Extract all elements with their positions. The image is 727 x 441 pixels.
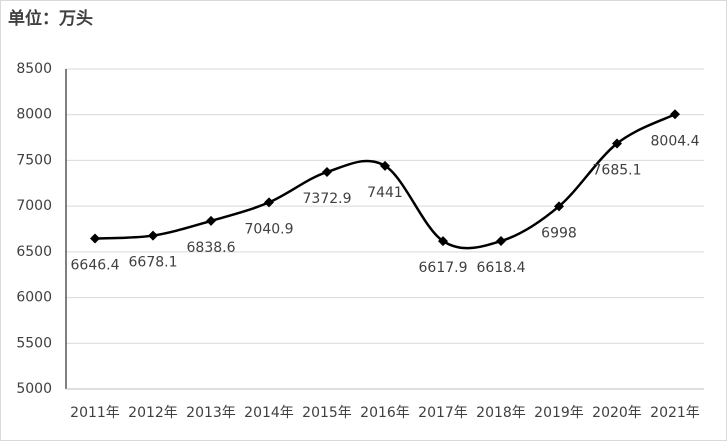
x-tick-label: 2018年 bbox=[476, 405, 526, 421]
data-label: 8004.4 bbox=[651, 133, 700, 149]
marker bbox=[670, 109, 680, 120]
x-tick-label: 2016年 bbox=[360, 405, 410, 421]
y-tick-label: 6000 bbox=[16, 290, 52, 306]
y-tick-label: 5500 bbox=[16, 335, 52, 351]
marker bbox=[612, 138, 622, 149]
marker bbox=[90, 233, 100, 244]
marker bbox=[380, 160, 390, 171]
x-tick-label: 2013年 bbox=[186, 405, 236, 421]
x-tick-label: 2019年 bbox=[534, 405, 584, 421]
y-tick-label: 6500 bbox=[16, 244, 52, 260]
x-tick-label: 2014年 bbox=[244, 405, 294, 421]
data-label: 7441 bbox=[367, 185, 403, 201]
data-label: 6678.1 bbox=[129, 255, 178, 271]
x-tick-label: 2011年 bbox=[70, 405, 120, 421]
data-label: 7685.1 bbox=[593, 163, 642, 179]
y-tick-label: 5000 bbox=[16, 381, 52, 397]
x-tick-label: 2012年 bbox=[128, 405, 178, 421]
data-label: 6838.6 bbox=[187, 240, 236, 256]
marker bbox=[148, 230, 158, 241]
data-label: 7040.9 bbox=[245, 221, 294, 237]
chart-title: 单位：万头 bbox=[8, 8, 93, 29]
line bbox=[94, 113, 676, 250]
marker bbox=[496, 236, 506, 247]
data-label: 6998 bbox=[541, 225, 577, 241]
y-tick-label: 8000 bbox=[16, 107, 52, 123]
x-tick-label: 2017年 bbox=[418, 405, 468, 421]
data-label: 7372.9 bbox=[303, 191, 352, 207]
x-tick-label: 2015年 bbox=[302, 405, 352, 421]
x-tick-label: 2020年 bbox=[592, 405, 642, 421]
y-tick-label: 7500 bbox=[16, 152, 52, 168]
marker bbox=[554, 201, 564, 212]
marker bbox=[322, 167, 332, 178]
data-label: 6617.9 bbox=[419, 260, 468, 276]
marker bbox=[438, 236, 448, 247]
marker bbox=[206, 215, 216, 226]
marker bbox=[264, 197, 274, 208]
y-tick-label: 7000 bbox=[16, 198, 52, 214]
y-tick-label: 8500 bbox=[16, 61, 52, 77]
x-tick-label: 2021年 bbox=[650, 405, 700, 421]
data-label: 6646.4 bbox=[71, 257, 120, 273]
data-label: 6618.4 bbox=[477, 260, 526, 276]
